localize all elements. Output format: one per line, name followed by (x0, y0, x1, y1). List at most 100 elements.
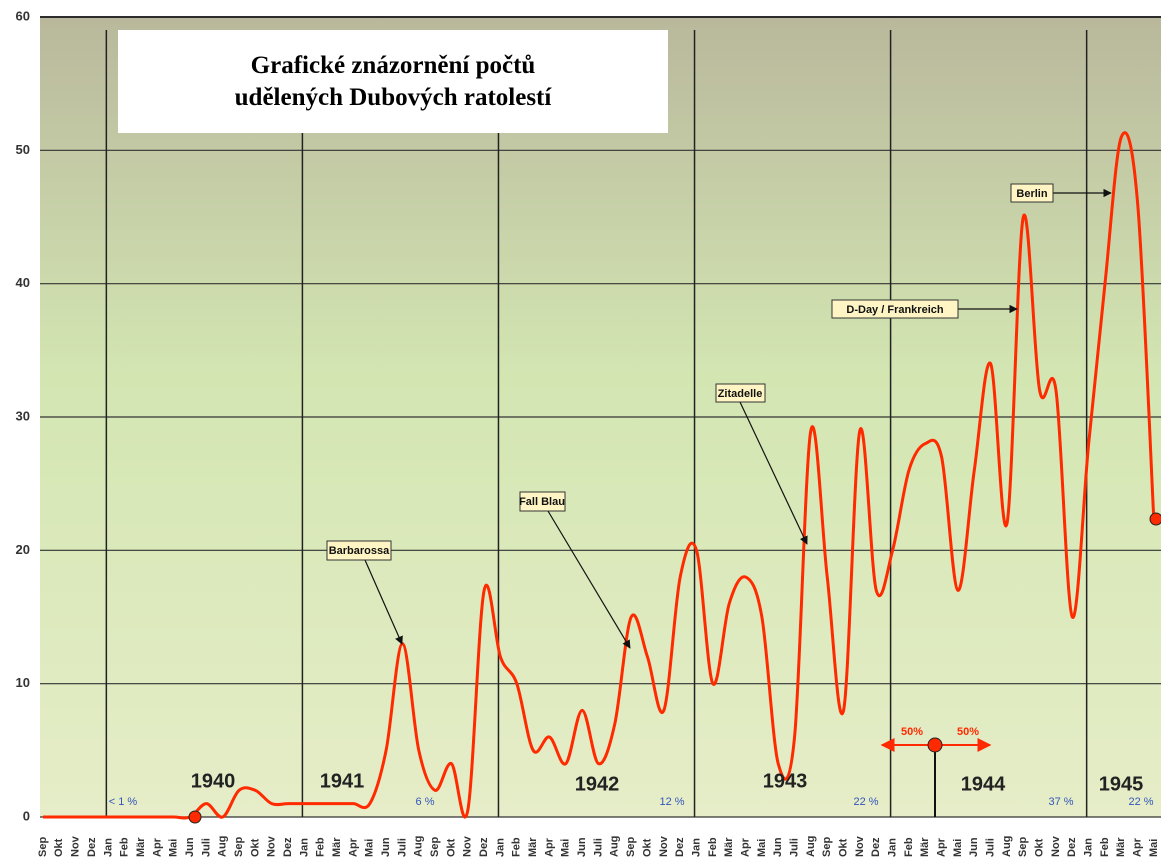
y-tick-label: 50 (16, 142, 30, 157)
x-tick-label: Aug (217, 836, 229, 857)
x-tick-label: Mär (919, 837, 931, 857)
x-tick-label: Apr (151, 837, 163, 857)
x-tick-label: Jan (102, 838, 114, 857)
x-tick-label: Sep (37, 837, 49, 857)
split-label: 50% (901, 726, 923, 738)
x-tick-label: Okt (1034, 838, 1046, 857)
x-tick-label: Mär (527, 837, 539, 857)
x-tick-label: Okt (837, 838, 849, 857)
annotation-box (715, 383, 766, 403)
arrow (364, 559, 403, 645)
annotation-box (1010, 183, 1054, 203)
x-tick-label: Feb (707, 837, 719, 857)
data-line (43, 131, 1156, 820)
x-tick-label: Mär (135, 837, 147, 857)
marker-dot (188, 810, 202, 824)
x-tick-label: Mär (1115, 837, 1127, 857)
y-tick-label: 30 (16, 408, 30, 423)
percent-label: < 1 % (109, 796, 138, 808)
y-tick-label: 40 (16, 275, 30, 290)
x-tick-label: Apr (936, 837, 948, 857)
annotation-box (326, 540, 392, 561)
annotation-box (831, 299, 959, 319)
x-tick-label: Mär (331, 837, 343, 857)
x-tick-label: Feb (903, 837, 915, 857)
x-tick-label: Dez (478, 837, 490, 857)
y-tick-label: 10 (16, 675, 30, 690)
annotation-text: Berlin (1016, 188, 1047, 200)
x-tick-label: Jan (1083, 838, 1095, 857)
x-tick-label: Apr (739, 837, 751, 857)
x-tick-label: Nov (266, 835, 278, 857)
x-tick-label: Aug (609, 836, 621, 857)
split-label: 50% (957, 726, 979, 738)
x-tick-label: Juli (200, 838, 212, 857)
x-tick-label: Apr (347, 837, 359, 857)
x-tick-label: Jun (380, 837, 392, 857)
arrow (739, 401, 808, 545)
x-tick-label: Sep (1017, 837, 1029, 857)
annotation-text: Zitadelle (718, 388, 763, 400)
annotation-text: D-Day / Frankreich (846, 304, 943, 316)
x-tick-label: Aug (413, 836, 425, 857)
x-tick-label: Apr (1132, 837, 1144, 857)
marker-dot (927, 737, 943, 753)
x-tick-label: Nov (70, 835, 82, 857)
x-tick-label: Mai (1148, 839, 1160, 857)
x-tick-label: Mär (723, 837, 735, 857)
percent-label: 22 % (853, 796, 878, 808)
x-tick-label: Dez (1066, 837, 1078, 857)
x-tick-label: Okt (445, 838, 457, 857)
x-tick-label: Jan (690, 838, 702, 857)
x-tick-label: Mai (560, 839, 572, 857)
x-tick-label: Juli (592, 838, 604, 857)
x-tick-label: Okt (641, 838, 653, 857)
year-label: 1945 (1099, 773, 1144, 795)
chart-title: Grafické znázornění počtů udělených Dubo… (234, 51, 552, 111)
x-tick-label: Juli (985, 838, 997, 857)
x-tick-label: Mai (364, 839, 376, 857)
x-tick-label: Juli (788, 838, 800, 857)
year-label: 1942 (575, 773, 620, 795)
year-label: 1940 (191, 770, 236, 792)
y-tick-label: 0 (23, 808, 30, 823)
percent-label: 12 % (659, 796, 684, 808)
percent-label: 22 % (1128, 796, 1153, 808)
x-tick-label: Okt (249, 838, 261, 857)
x-tick-label: Okt (53, 838, 65, 857)
arrow (547, 510, 631, 649)
x-tick-label: Apr (543, 837, 555, 857)
annotation: Barbarossa Fall Blau Zitadelle D-Day / F… (326, 183, 1112, 649)
x-tick-label: Feb (315, 837, 327, 857)
x-tick-label: Jun (576, 837, 588, 857)
x-tick-label: Mai (756, 839, 768, 857)
y-tick-label: 60 (16, 8, 30, 23)
annotation-box (519, 491, 566, 512)
x-tick-label: Dez (870, 837, 882, 857)
x-tick-label: Jun (184, 837, 196, 857)
year-label: 1944 (961, 773, 1006, 795)
x-tick-label: Nov (462, 835, 474, 857)
x-tick-label: Juli (396, 838, 408, 857)
x-tick-label: Jun (772, 837, 784, 857)
x-tick-label: Mai (168, 839, 180, 857)
x-tick-label: Feb (119, 837, 131, 857)
x-tick-label: Jan (298, 838, 310, 857)
x-tick-label: Feb (511, 837, 523, 857)
annotation-text: Fall Blau (519, 496, 565, 508)
title-wrap: Grafické znázornění počtů udělených Dubo… (234, 51, 552, 111)
title-box (118, 30, 668, 133)
year-label: 1943 (763, 770, 808, 792)
x-tick-label: Sep (625, 837, 637, 857)
marker-dot (1149, 512, 1161, 526)
x-tick-label: Nov (1050, 835, 1062, 857)
x-tick-label: Sep (821, 837, 833, 857)
y-tick-label: 20 (16, 542, 30, 557)
x-tick-label: Mai (952, 839, 964, 857)
x-tick-label: Feb (1099, 837, 1111, 857)
x-tick-label: Nov (854, 835, 866, 857)
x-tick-label: Sep (429, 837, 441, 857)
x-tick-label: Dez (674, 837, 686, 857)
annotation-text: Barbarossa (329, 545, 390, 557)
